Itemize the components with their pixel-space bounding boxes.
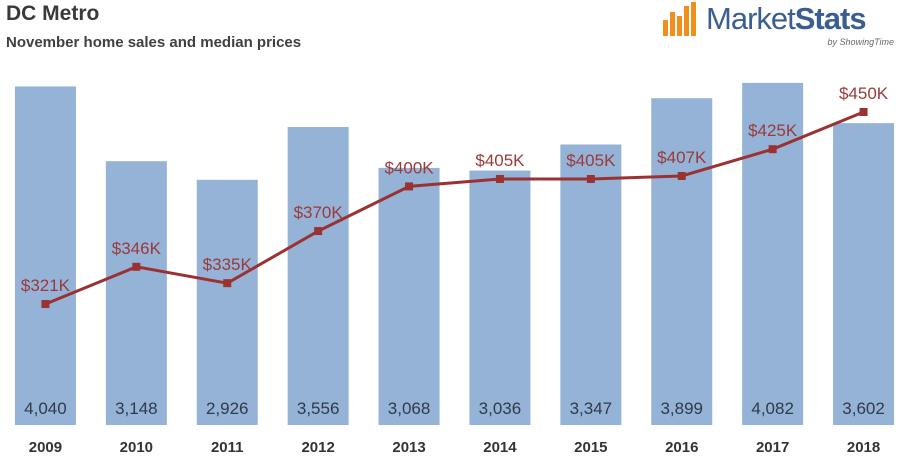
bar-value-label-2018: 3,602 — [842, 399, 885, 418]
price-label-2012: $370K — [294, 203, 344, 222]
x-tick-label-2016: 2016 — [665, 439, 698, 456]
price-label-2013: $400K — [384, 158, 434, 177]
logo-wordmark-bold: Stats — [794, 1, 867, 36]
bar-value-label-2012: 3,556 — [297, 399, 340, 418]
x-tick-label-2015: 2015 — [574, 439, 607, 456]
bar-2014 — [469, 170, 531, 425]
x-tick-label-2017: 2017 — [756, 439, 789, 456]
bar-value-label-2016: 3,899 — [660, 399, 703, 418]
price-label-2009: $321K — [21, 276, 71, 295]
price-label-2010: $346K — [112, 239, 162, 258]
bar-2013 — [378, 167, 440, 425]
price-point-2016 — [677, 172, 686, 180]
price-point-2013 — [405, 182, 414, 191]
x-tick-label-2010: 2010 — [120, 439, 153, 456]
bar-2010 — [105, 161, 167, 426]
x-tick-label-2009: 2009 — [29, 439, 62, 456]
bar-value-label-2015: 3,347 — [570, 399, 613, 418]
price-point-2009 — [41, 300, 50, 308]
chart-title: DC Metro — [6, 2, 100, 25]
bar-value-label-2013: 3,068 — [388, 399, 431, 418]
price-point-2015 — [586, 174, 595, 183]
x-tick-label-2014: 2014 — [483, 439, 517, 456]
chart-subtitle: November home sales and median prices — [6, 34, 302, 51]
price-point-2012 — [314, 227, 323, 236]
x-tick-label-2012: 2012 — [301, 439, 334, 456]
bar-2015 — [560, 144, 622, 426]
bar-chart-logo-icon — [663, 2, 696, 36]
median-price-line — [44, 110, 865, 306]
bar-value-label-2009: 4,040 — [24, 399, 67, 418]
price-label-2015: $405K — [566, 151, 616, 170]
bar-value-label-2011: 2,926 — [206, 399, 249, 418]
bar-value-label-2010: 3,148 — [115, 399, 158, 418]
price-label-2011: $335K — [203, 255, 253, 274]
x-tick-label-2011: 2011 — [211, 439, 244, 456]
marketstats-logo: MarketStats by ShowingTime — [662, 0, 902, 52]
bar-2011 — [196, 179, 258, 425]
price-label-2016: $407K — [657, 148, 707, 167]
price-point-2017 — [768, 145, 777, 154]
price-point-2011 — [223, 279, 232, 288]
bar-2016 — [651, 98, 713, 425]
price-point-2018 — [859, 108, 868, 116]
logo-wordmark: MarketStats — [706, 0, 867, 38]
bar-2018 — [833, 123, 895, 425]
bar-2012 — [287, 126, 349, 426]
x-tick-label-2013: 2013 — [392, 439, 425, 456]
price-label-2018: $450K — [839, 84, 889, 103]
price-label-2017: $425K — [748, 121, 798, 140]
x-tick-label-2018: 2018 — [847, 439, 880, 456]
bar-value-label-2017: 4,082 — [751, 399, 794, 418]
price-point-2010 — [132, 262, 141, 271]
bar-2009 — [14, 86, 76, 426]
logo-wordmark-light: Market — [706, 1, 796, 36]
price-label-2014: $405K — [475, 151, 525, 170]
logo-byline: by ShowingTime — [827, 37, 894, 47]
bar-value-label-2014: 3,036 — [479, 399, 522, 418]
price-point-2014 — [495, 174, 504, 183]
